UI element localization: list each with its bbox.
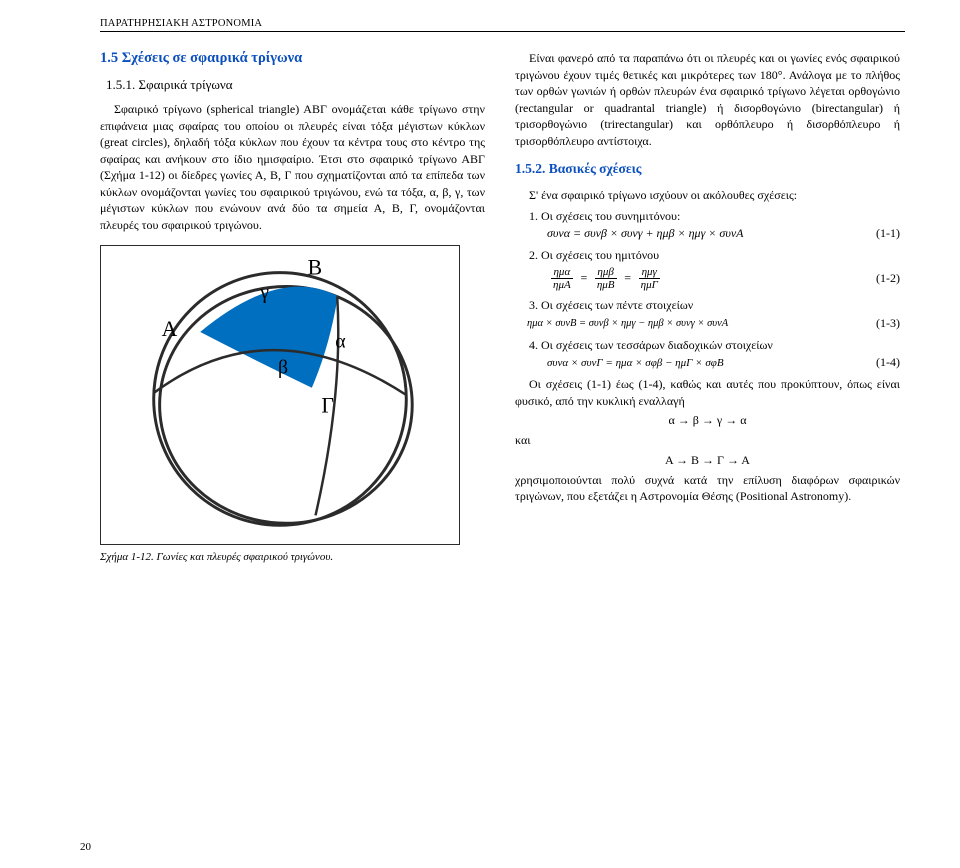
label-B: Β (308, 256, 322, 280)
final-paragraph: χρησιμοποιούνται πολύ συχνά κατά την επί… (515, 472, 900, 505)
rel4-eqno: (1-4) (876, 355, 900, 370)
relations-intro: Σ' ένα σφαιρικό τρίγωνο ισχύουν οι ακόλο… (515, 187, 900, 204)
page-number: 20 (80, 841, 91, 853)
two-column-layout: 1.5 Σχέσεις σε σφαιρικά τρίγωνα 1.5.1. Σ… (100, 50, 900, 563)
right-column: Είναι φανερό από τα παραπάνω ότι οι πλευ… (515, 50, 900, 563)
rel2-a-den: ημΑ (551, 278, 573, 291)
right-paragraph-1: Είναι φανερό από τα παραπάνω ότι οι πλευ… (515, 50, 900, 149)
rel2-b-num: ημβ (595, 266, 615, 278)
label-beta: β (278, 357, 288, 379)
after-relations: Οι σχέσεις (1-1) έως (1-4), καθώς και αυ… (515, 376, 900, 409)
left-column: 1.5 Σχέσεις σε σφαιρικά τρίγωνα 1.5.1. Σ… (100, 50, 485, 563)
figure-1-12: Α Β Γ α β γ (100, 245, 460, 545)
running-head: ΠΑΡΑΤΗΡΗΣΙΑΚΗ ΑΣΤΡΟΝΟΜΙΑ (100, 18, 905, 32)
figure-caption: Σχήμα 1-12. Γωνίες και πλευρές σφαιρικού… (100, 551, 485, 563)
rel3-eqno: (1-3) (876, 316, 900, 331)
subsection-title-right: 1.5.2. Βασικές σχέσεις (515, 161, 900, 177)
rel3-label: 3. Οι σχέσεις των πέντε στοιχείων (515, 297, 900, 314)
rel1-formula: συνα = συνβ × συνγ + ημβ × ημγ × συνΑ (515, 226, 744, 241)
rel2-formula: ημα ημΑ = ημβ ημΒ = ημγ ημΓ (515, 266, 664, 291)
label-alpha: α (335, 331, 345, 353)
rel2-frac-a: ημα ημΑ (551, 266, 573, 291)
rel1-formula-row: συνα = συνβ × συνγ + ημβ × ημγ × συνΑ (1… (515, 226, 900, 241)
page: ΠΑΡΑΤΗΡΗΣΙΑΚΗ ΑΣΤΡΟΝΟΜΙΑ 1.5 Σχέσεις σε … (0, 0, 960, 868)
rel2-b-den: ημΒ (595, 278, 617, 291)
label-G: Γ (321, 394, 334, 418)
rel2-formula-row: ημα ημΑ = ημβ ημΒ = ημγ ημΓ (1-2) (515, 266, 900, 291)
rel3-formula: ημα × συνB = συνβ × ημγ − ημβ × συνγ × σ… (515, 318, 728, 329)
and-word: και (515, 432, 900, 449)
section-title: 1.5 Σχέσεις σε σφαιρικά τρίγωνα (100, 50, 485, 67)
rel3-formula-row: ημα × συνB = συνβ × ημγ − ημβ × συνγ × σ… (515, 316, 900, 331)
spherical-triangle-svg: Α Β Γ α β γ (102, 247, 458, 543)
rel2-frac-b: ημβ ημΒ (595, 266, 617, 291)
cycle-angles: Α → Β → Γ → Α (515, 453, 900, 468)
rel4-formula: συνα × συνΓ = ημα × σφβ − ημΓ × σφΒ (515, 357, 724, 369)
label-A: Α (162, 317, 178, 341)
rel2-eqno: (1-2) (876, 271, 900, 286)
rel2-frac-c: ημγ ημΓ (639, 266, 660, 291)
rel2-label: 2. Οι σχέσεις του ημιτόνου (515, 247, 900, 264)
rel2-c-den: ημΓ (639, 278, 660, 291)
rel1-label: 1. Οι σχέσεις του συνημιτόνου: (515, 208, 900, 225)
rel4-formula-row: συνα × συνΓ = ημα × σφβ − ημΓ × σφΒ (1-4… (515, 355, 900, 370)
rel2-a-num: ημα (551, 266, 572, 278)
rel4-label: 4. Οι σχέσεις των τεσσάρων διαδοχικών στ… (515, 337, 900, 354)
rel1-eqno: (1-1) (876, 226, 900, 241)
subsection-title-left: 1.5.1. Σφαιρικά τρίγωνα (106, 77, 485, 93)
left-paragraph-1: Σφαιρικό τρίγωνο (spherical triangle) ΑΒ… (100, 101, 485, 233)
label-gamma: γ (259, 282, 269, 304)
rel2-c-num: ημγ (640, 266, 659, 278)
cycle-sides: α → β → γ → α (515, 413, 900, 428)
